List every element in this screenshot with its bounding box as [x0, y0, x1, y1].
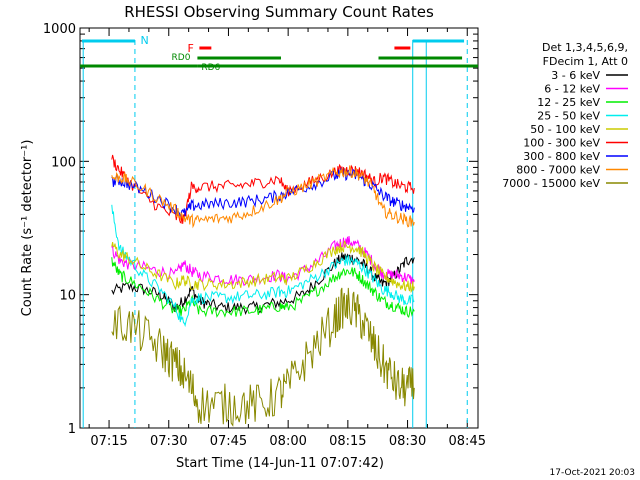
x-tick-label: 07:30 [150, 434, 187, 449]
legend-label: 3 - 6 keV [551, 69, 600, 82]
plot-frame [79, 27, 479, 429]
series-line-2 [111, 236, 415, 287]
y-tick-label: 1 [68, 422, 76, 437]
legend-label: 50 - 100 keV [530, 123, 600, 136]
y-axis-label: Count Rate (s⁻¹ detector⁻¹) [20, 140, 35, 317]
legend-label: 100 - 300 keV [523, 137, 600, 150]
flag-label-n: N [140, 34, 148, 47]
legend-label: 12 - 25 keV [537, 96, 600, 109]
series-line-9 [111, 287, 415, 427]
flag-label-f: F [187, 42, 193, 55]
y-tick-label: 10 [59, 289, 76, 304]
legend-label: 300 - 800 keV [523, 150, 600, 163]
x-tick-label: 08:15 [329, 434, 366, 449]
series-line-5 [111, 240, 415, 294]
x-tick-label: 07:45 [210, 434, 247, 449]
x-tick-label: 07:15 [90, 434, 127, 449]
flag-label-rd6: RD6 [201, 63, 220, 73]
legend-label: 7000 - 15000 keV [502, 177, 600, 190]
x-tick-label: 08:30 [389, 434, 426, 449]
legend-label: 6 - 12 keV [544, 83, 600, 96]
y-tick-label: 1000 [43, 22, 76, 37]
y-tick-label: 100 [51, 155, 76, 170]
x-tick-label: 08:45 [449, 434, 486, 449]
x-tick-label: 08:00 [269, 434, 306, 449]
series-line-3 [111, 257, 415, 318]
legend-header: Det 1,3,4,5,6,9, [542, 41, 628, 54]
series-line-6 [111, 154, 415, 224]
chart-title: RHESSI Observing Summary Count Rates [124, 3, 434, 21]
x-axis-label: Start Time (14-Jun-11 07:07:42) [176, 456, 384, 471]
legend-header: FDecim 1, Att 0 [543, 55, 628, 68]
series-line-4 [111, 204, 415, 328]
footer-date: 17-Oct-2021 20:03 [550, 468, 635, 478]
series-line-8 [111, 165, 415, 229]
flag-label-rd0: RD0 [172, 53, 191, 63]
legend-label: 25 - 50 keV [537, 110, 600, 123]
legend-label: 800 - 7000 keV [516, 164, 600, 177]
